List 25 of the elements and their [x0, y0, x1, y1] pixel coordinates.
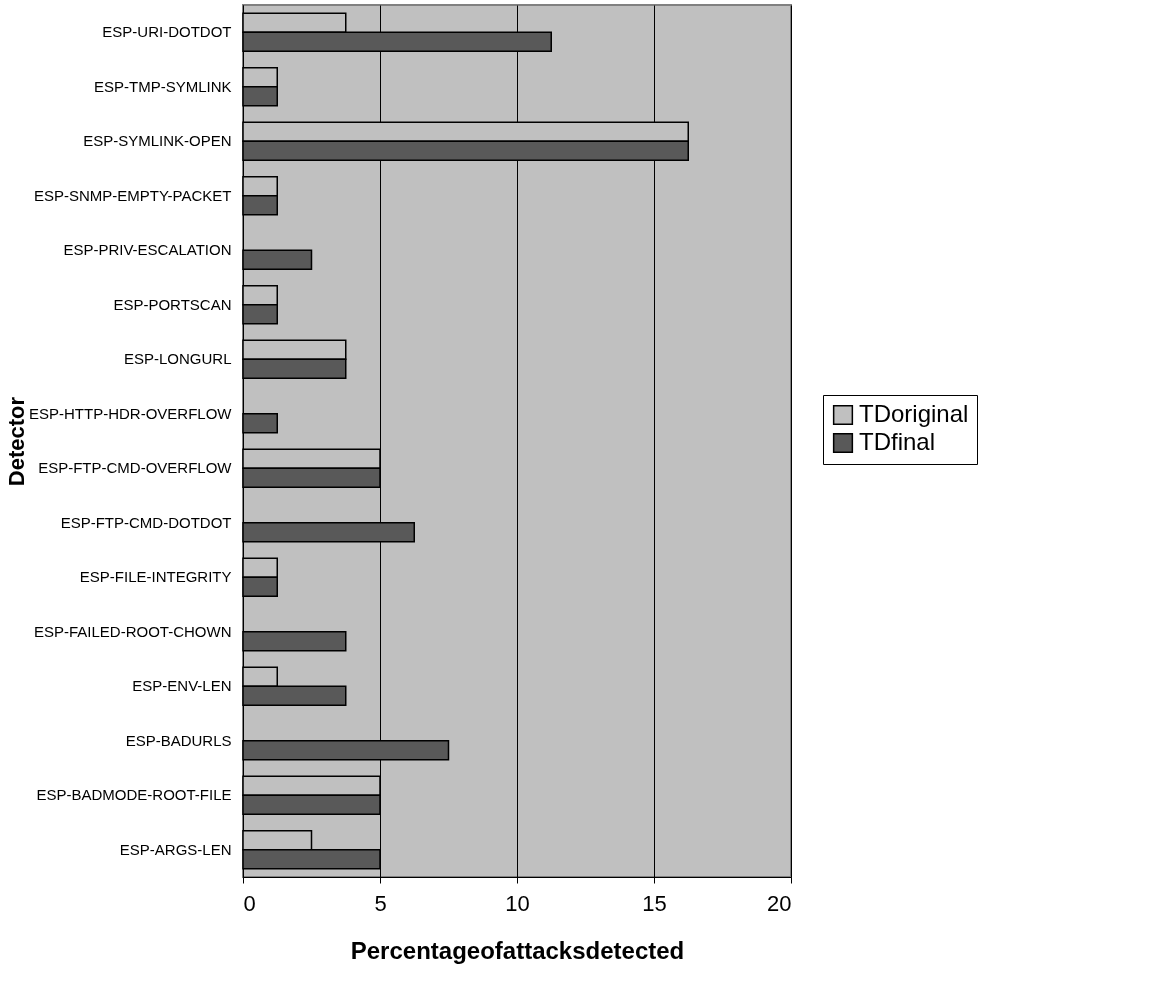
y-tick-label: ESP-FTP-CMD-DOTDOT [60, 513, 232, 531]
x-tick-label: 0 [243, 890, 256, 916]
y-axis-title: Detector [3, 396, 29, 487]
y-tick-label: ESP-LONGURL [123, 350, 232, 368]
y-tick-label: ESP-TMP-SYMLINK [93, 77, 232, 95]
y-tick-label: ESP-BADURLS [125, 731, 232, 749]
x-tick-label: 5 [374, 890, 387, 916]
y-tick-label: ESP-BADMODE-ROOT-FILE [36, 786, 232, 804]
legend-label: TDoriginal [859, 400, 969, 427]
y-tick-label: ESP-URI-DOTDOT [102, 23, 232, 41]
y-tick-label: ESP-ARGS-LEN [119, 840, 232, 858]
y-tick-label: ESP-PRIV-ESCALATION [63, 241, 232, 259]
y-tick-label: ESP-ENV-LEN [132, 677, 232, 695]
y-tick-label: ESP-HTTP-HDR-OVERFLOW [29, 404, 233, 422]
y-tick-label: ESP-SNMP-EMPTY-PACKET [33, 186, 232, 204]
x-tick-label: 20 [767, 890, 792, 916]
y-tick-label: ESP-FAILED-ROOT-CHOWN [33, 622, 232, 640]
y-tick-label: ESP-FILE-INTEGRITY [79, 568, 232, 586]
y-tick-label: ESP-SYMLINK-OPEN [83, 132, 232, 150]
x-tick-label: 10 [505, 890, 530, 916]
legend-label: TDfinal [859, 428, 936, 455]
x-axis-title: Percentageofattacksdetected [350, 936, 685, 964]
y-tick-label: ESP-PORTSCAN [113, 295, 232, 313]
y-tick-label: ESP-FTP-CMD-OVERFLOW [38, 459, 233, 477]
x-tick-label: 15 [642, 890, 667, 916]
